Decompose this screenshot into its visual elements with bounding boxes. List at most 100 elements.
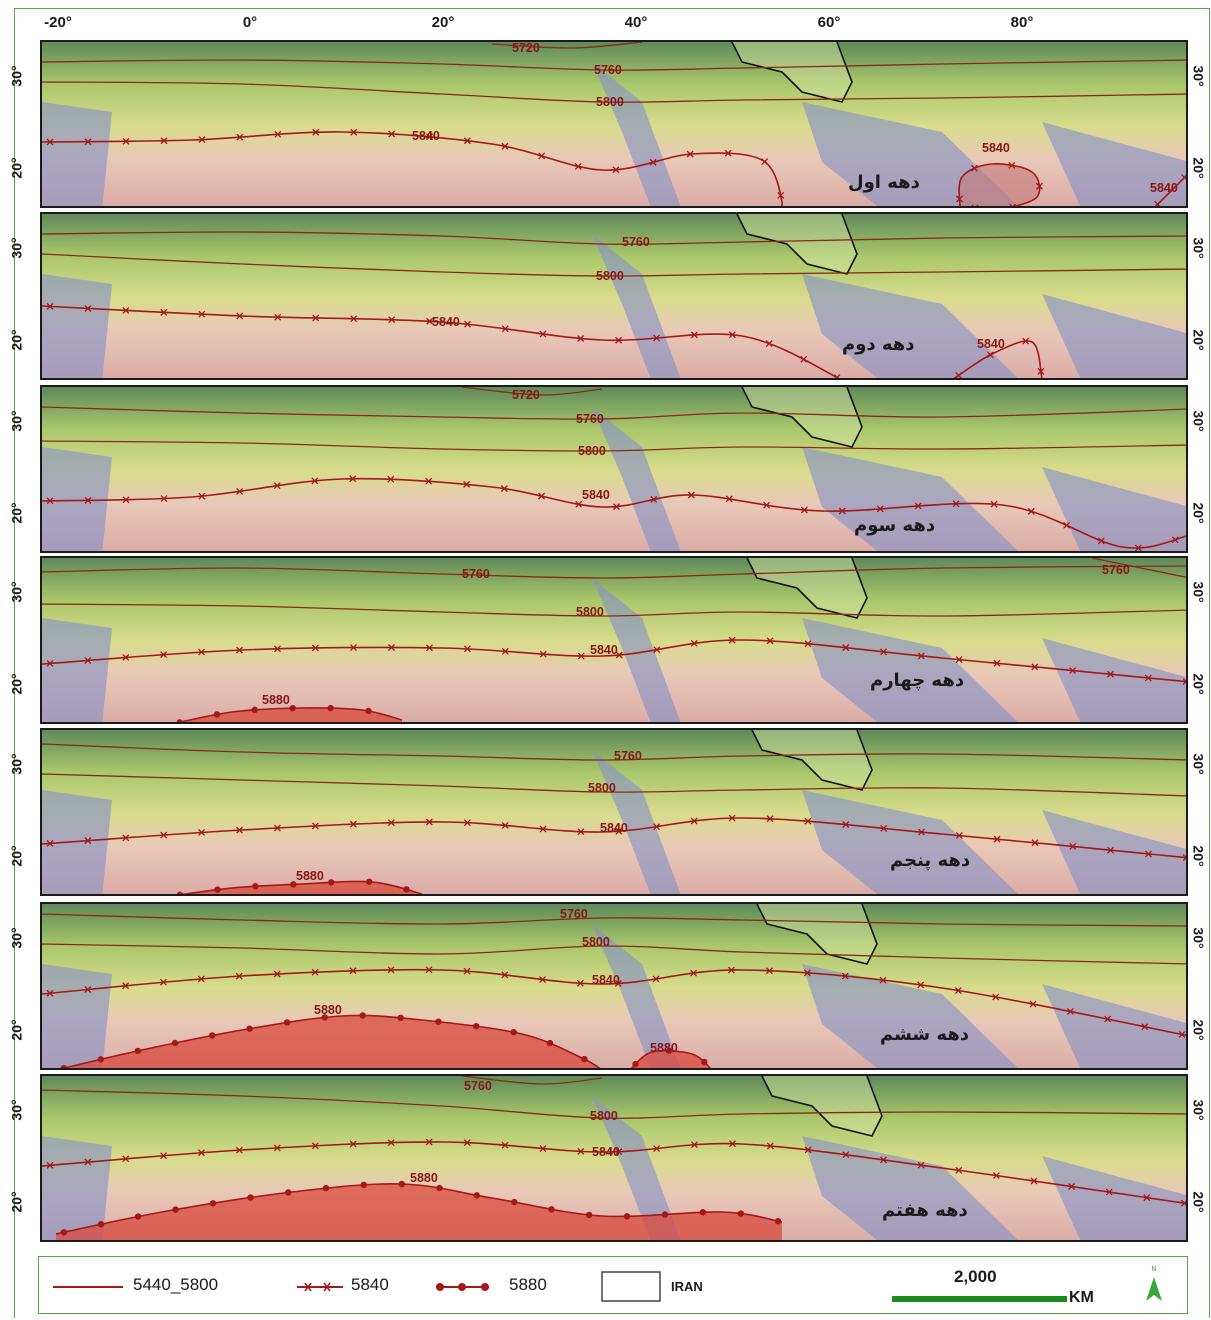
cross-marker xyxy=(993,835,1001,843)
cross-marker xyxy=(614,980,622,987)
cross-marker xyxy=(311,968,319,976)
dot-marker xyxy=(510,1028,517,1036)
cross-marker xyxy=(1107,846,1115,854)
cross-marker xyxy=(463,1139,471,1147)
water-area xyxy=(1042,984,1186,1068)
decade-label: دهه پنجم xyxy=(890,850,971,871)
cross-marker xyxy=(1144,850,1152,858)
cross-marker xyxy=(197,975,205,983)
cross-marker xyxy=(349,475,357,483)
decade-label: دهه هفتم xyxy=(882,1200,968,1221)
cross-marker xyxy=(274,313,282,321)
cross-marker xyxy=(1030,1177,1038,1185)
cross-marker xyxy=(46,497,54,505)
cross-marker xyxy=(1104,1015,1112,1023)
dot-marker xyxy=(398,1180,405,1188)
iran-outline xyxy=(741,387,863,448)
contour-plain: 5760 xyxy=(42,59,1186,77)
iran-outline xyxy=(751,730,873,791)
cross-marker xyxy=(576,979,584,987)
cross-marker xyxy=(312,128,320,136)
contour-plain: 5800 xyxy=(42,1089,1186,1123)
contour-label: 5800 xyxy=(588,781,616,795)
lat-label: 30° xyxy=(1190,1099,1207,1121)
dot-marker xyxy=(176,719,184,722)
scale-unit: KM xyxy=(1069,1289,1094,1306)
contour-label: 5840 xyxy=(982,141,1010,155)
dot-marker xyxy=(774,1217,782,1225)
cross-marker xyxy=(880,648,887,656)
contour-label: 5720 xyxy=(512,388,540,402)
cross-marker xyxy=(274,645,281,653)
decade-label: دهه چهارم xyxy=(870,670,965,691)
contour-plain: 5800 xyxy=(42,773,1186,797)
cross-marker xyxy=(46,839,54,847)
lat-label: 20° xyxy=(1190,1191,1207,1213)
cross-marker xyxy=(838,507,846,515)
water-area xyxy=(592,234,681,378)
lon-label: 20° xyxy=(431,14,455,31)
lon-label: 80° xyxy=(1010,14,1034,31)
cross-marker xyxy=(84,304,92,312)
dot-marker xyxy=(176,891,183,894)
contour-label: 5760 xyxy=(576,412,604,426)
dot-marker xyxy=(548,1206,555,1213)
dot-marker xyxy=(397,1014,404,1022)
contour-label: 5800 xyxy=(596,269,624,283)
cross-marker xyxy=(879,976,887,984)
cross-marker xyxy=(766,637,774,645)
cross-marker xyxy=(653,334,660,342)
decade-label: دهه دوم xyxy=(842,334,915,355)
contour-label: 5840 xyxy=(432,315,460,329)
water-area xyxy=(592,924,681,1068)
lat-label: 30° xyxy=(8,237,25,259)
cross-marker xyxy=(955,371,963,378)
cross-marker xyxy=(311,477,319,485)
lat-label: 30° xyxy=(1190,410,1207,432)
contour-plain: 5760 xyxy=(42,565,1186,581)
decade-panel: 5760 5800 5840 5880 دهه هفتم xyxy=(40,1074,1188,1242)
dot-marker xyxy=(283,1019,291,1026)
cross-marker xyxy=(1182,854,1186,862)
dot-marker xyxy=(97,1221,105,1228)
legend-label-dot: 5880 xyxy=(509,1275,547,1294)
cross-marker xyxy=(160,308,168,316)
cross-marker xyxy=(122,496,130,504)
cross-marker xyxy=(1027,507,1035,515)
water-area xyxy=(1042,638,1186,722)
cross-marker xyxy=(876,505,884,513)
lat-label: 20° xyxy=(1190,502,1207,524)
cross-marker xyxy=(273,482,281,490)
legend-label-plain: 5440_5800 xyxy=(133,1275,219,1294)
cross-marker xyxy=(160,831,168,839)
cross-marker xyxy=(615,651,623,659)
cross-marker xyxy=(46,1161,54,1169)
contour-cross: 5840 xyxy=(956,141,1043,206)
cross-marker xyxy=(1022,337,1030,345)
dot-marker xyxy=(472,1022,480,1030)
cross-marker xyxy=(160,1152,168,1160)
lat-label: 20° xyxy=(8,1191,25,1213)
cross-marker xyxy=(464,320,472,328)
cross-marker xyxy=(1037,367,1045,375)
contour-plain: 5720 xyxy=(461,387,603,402)
decade-panel: 5720 5760 5800 5840 5840 5840 دهه اول xyxy=(40,40,1188,208)
panel-map-svg: 5760 5800 5840 5840 xyxy=(42,214,1186,378)
cross-marker xyxy=(955,656,963,664)
cross-marker xyxy=(501,142,509,150)
dot-marker xyxy=(134,1047,142,1055)
cross-marker xyxy=(539,330,547,338)
cross-marker xyxy=(761,158,769,166)
svg-text:N: N xyxy=(1151,1266,1156,1273)
dot-marker xyxy=(290,881,297,888)
cross-marker xyxy=(235,972,243,980)
cross-marker xyxy=(653,823,661,831)
cross-marker xyxy=(84,496,92,504)
cross-marker xyxy=(917,652,925,660)
cross-marker xyxy=(615,1148,623,1156)
dot-marker xyxy=(701,1058,708,1066)
terrain-background xyxy=(42,558,1186,722)
cross-marker xyxy=(1031,839,1039,847)
dot-marker xyxy=(511,1198,518,1206)
cross-marker xyxy=(349,967,357,975)
